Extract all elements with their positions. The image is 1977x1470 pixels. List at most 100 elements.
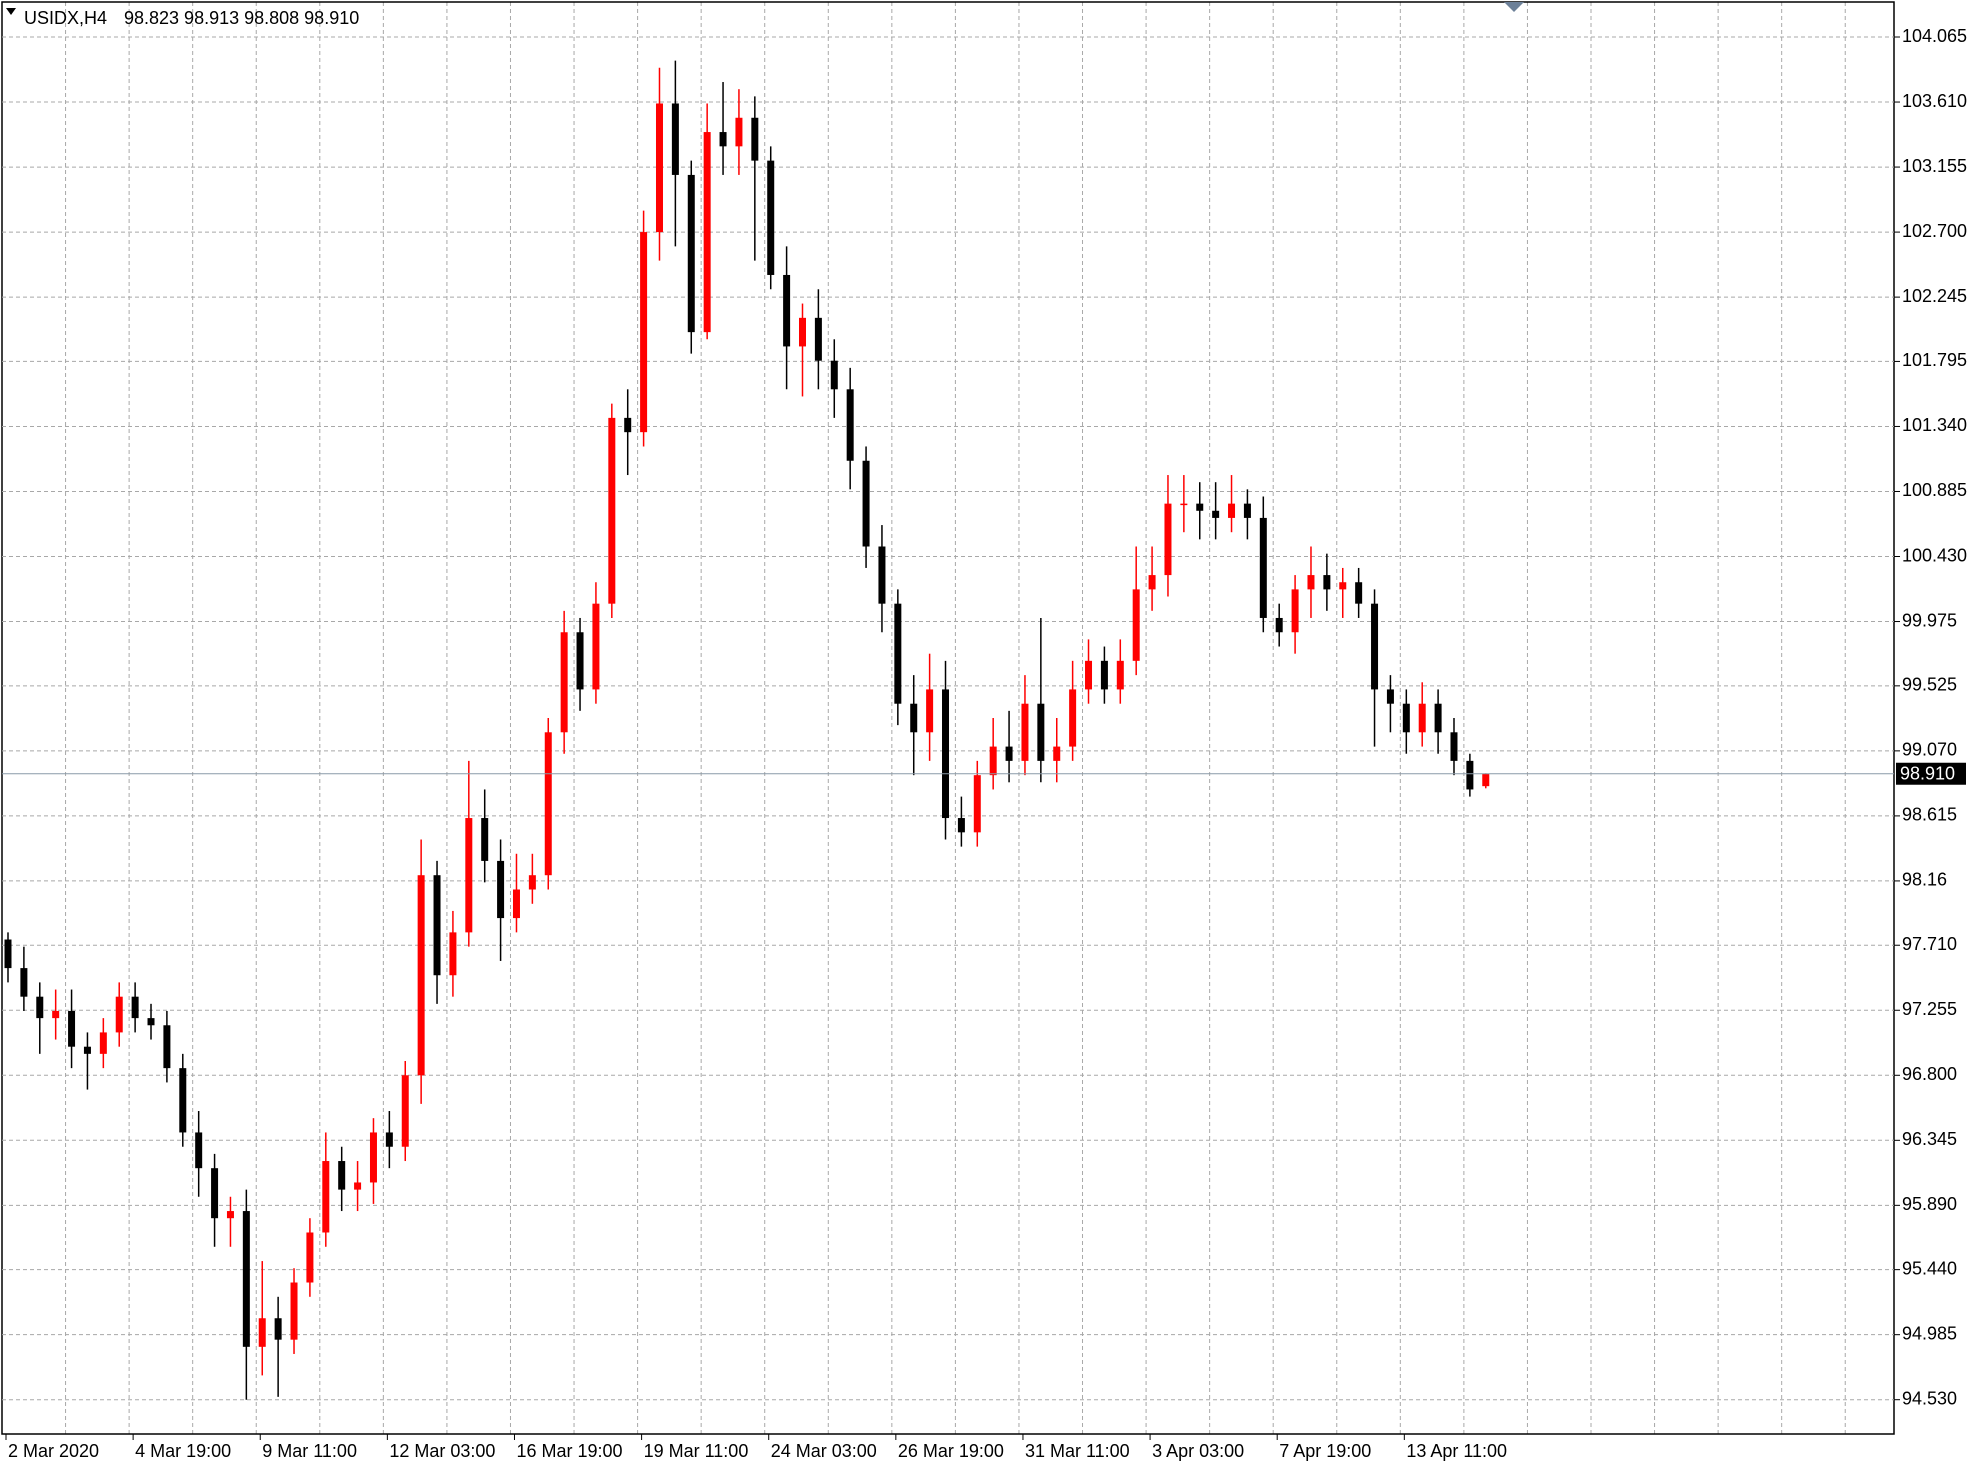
y-tick-label: 99.975 (1902, 610, 1957, 630)
candle-body (1005, 746, 1013, 761)
candle-body (115, 996, 123, 1033)
candle-body (258, 1318, 266, 1347)
y-tick-label: 101.795 (1902, 350, 1967, 370)
x-tick-label: 16 Mar 19:00 (516, 1441, 622, 1461)
candle-body (274, 1318, 282, 1340)
candle-body (719, 132, 727, 147)
candle-body (767, 160, 775, 275)
candle-body (369, 1132, 377, 1183)
y-tick-label: 100.430 (1902, 545, 1967, 565)
y-tick-label: 94.530 (1902, 1388, 1957, 1408)
candle-body (83, 1046, 91, 1054)
x-tick-label: 7 Apr 19:00 (1279, 1441, 1371, 1461)
candle-body (1275, 617, 1283, 633)
y-tick-label: 97.255 (1902, 999, 1957, 1019)
candle-body (1037, 703, 1045, 761)
candle-body (560, 632, 568, 733)
candle-body (1132, 589, 1140, 661)
candle-body (1116, 660, 1124, 690)
candle-body (68, 1010, 76, 1047)
current-price-label: 98.910 (1900, 763, 1955, 783)
candle-body (147, 1018, 155, 1026)
candle-body (576, 632, 584, 690)
candle-body (465, 818, 473, 933)
candle-body (1069, 689, 1077, 747)
candle-body (624, 417, 632, 433)
candle-body (417, 875, 425, 1076)
candle-body (1371, 603, 1379, 690)
y-tick-label: 99.070 (1902, 740, 1957, 760)
candle-body (687, 174, 695, 333)
candle-body (751, 117, 759, 161)
candle-body (608, 417, 616, 604)
candle-body (1323, 575, 1331, 590)
candle-body (1386, 689, 1394, 704)
candle-body (942, 689, 950, 819)
y-tick-label: 104.065 (1902, 26, 1967, 46)
candle-body (338, 1161, 346, 1190)
x-tick-label: 9 Mar 11:00 (262, 1441, 357, 1461)
candle-body (830, 360, 838, 390)
candle-body (4, 939, 12, 969)
x-tick-label: 3 Apr 03:00 (1152, 1441, 1244, 1461)
candle-body (1402, 703, 1410, 733)
candle-body (211, 1168, 219, 1219)
y-tick-label: 99.525 (1902, 675, 1957, 695)
y-tick-label: 102.700 (1902, 221, 1967, 241)
y-tick-label: 97.710 (1902, 934, 1957, 954)
candle-body (1164, 503, 1172, 576)
plot-frame (1, 1, 1895, 1435)
x-tick-label: 24 Mar 03:00 (771, 1441, 877, 1461)
y-tick-label: 96.800 (1902, 1064, 1957, 1084)
x-tick-label: 26 Mar 19:00 (898, 1441, 1004, 1461)
candle-body (1148, 575, 1156, 590)
candle-body (989, 746, 997, 776)
y-tick-label: 100.885 (1902, 480, 1967, 500)
candle-body (655, 103, 663, 233)
candle-body (1228, 503, 1236, 518)
candle-body (814, 317, 822, 361)
candle-body (1243, 503, 1251, 518)
candle-body (957, 818, 965, 833)
candle-body (862, 460, 870, 547)
candle-body (385, 1132, 393, 1147)
candle-body (544, 732, 552, 876)
candle-body (1339, 582, 1347, 590)
y-tick-label: 96.345 (1902, 1129, 1957, 1149)
candle-body (1085, 660, 1093, 690)
candle-body (926, 689, 934, 733)
candle-body (449, 932, 457, 976)
candle-body (1450, 732, 1458, 761)
candle-body (1291, 589, 1299, 633)
x-tick-label: 4 Mar 19:00 (135, 1441, 231, 1461)
x-tick-label: 12 Mar 03:00 (389, 1441, 495, 1461)
x-tick-label: 31 Mar 11:00 (1025, 1441, 1130, 1461)
vertical-grid (65, 2, 1846, 1434)
candle-body (354, 1182, 362, 1190)
candle-body (799, 317, 806, 347)
candle-body (1307, 575, 1315, 590)
candle-body (20, 968, 28, 997)
candle-body (1466, 760, 1474, 790)
ohlc-info: 98.823 98.913 98.808 98.910 (124, 8, 359, 28)
candle-body (1021, 703, 1029, 761)
candle-body (226, 1211, 234, 1219)
candle-body (735, 117, 743, 147)
symbol: USIDX,H4 (24, 8, 107, 28)
candle-body (195, 1132, 203, 1169)
y-tick-label: 103.155 (1902, 156, 1967, 176)
candle-body (512, 889, 520, 919)
y-tick-label: 98.615 (1902, 805, 1957, 825)
candle-body (528, 875, 536, 890)
candle-body (1196, 503, 1204, 511)
candle-body (163, 1025, 171, 1069)
menu-triangle[interactable] (6, 8, 16, 15)
candle-body (1418, 703, 1426, 733)
candle-body (1434, 703, 1442, 733)
candle-body (592, 603, 600, 690)
y-tick-label: 94.985 (1902, 1323, 1957, 1343)
candle-body (1212, 510, 1220, 518)
y-tick-label: 103.610 (1902, 91, 1967, 111)
candle-body (1053, 746, 1061, 761)
